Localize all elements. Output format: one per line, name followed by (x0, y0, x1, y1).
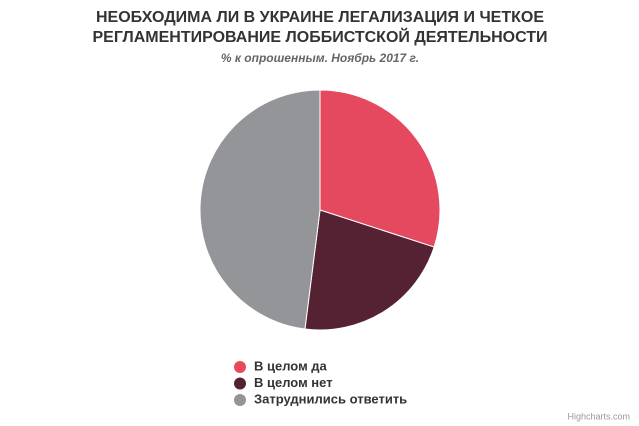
pie-slice[interactable] (319, 89, 441, 248)
chart-title: РЕГЛАМЕНТИРОВАНИЕ ЛОББИСТСКОЙ ДЕЯТЕЛЬНОС… (93, 27, 548, 46)
legend-symbol[interactable] (234, 377, 246, 390)
legend-label[interactable]: Затруднились ответить (254, 391, 407, 406)
legend-label[interactable]: В целом нет (254, 375, 333, 390)
legend-symbol[interactable] (234, 361, 246, 373)
chart-subtitle: % к опрошенным. Ноябрь 2017 г. (221, 51, 419, 65)
pie-slice[interactable] (304, 209, 435, 331)
credits[interactable]: Highcharts.com (567, 411, 630, 421)
legend-symbol[interactable] (234, 394, 246, 406)
pie-slice[interactable] (199, 89, 321, 330)
legend-label[interactable]: В целом да (254, 358, 328, 373)
chart-title: НЕОБХОДИМА ЛИ В УКРАИНЕ ЛЕГАЛИЗАЦИЯ И ЧЕ… (96, 9, 544, 26)
